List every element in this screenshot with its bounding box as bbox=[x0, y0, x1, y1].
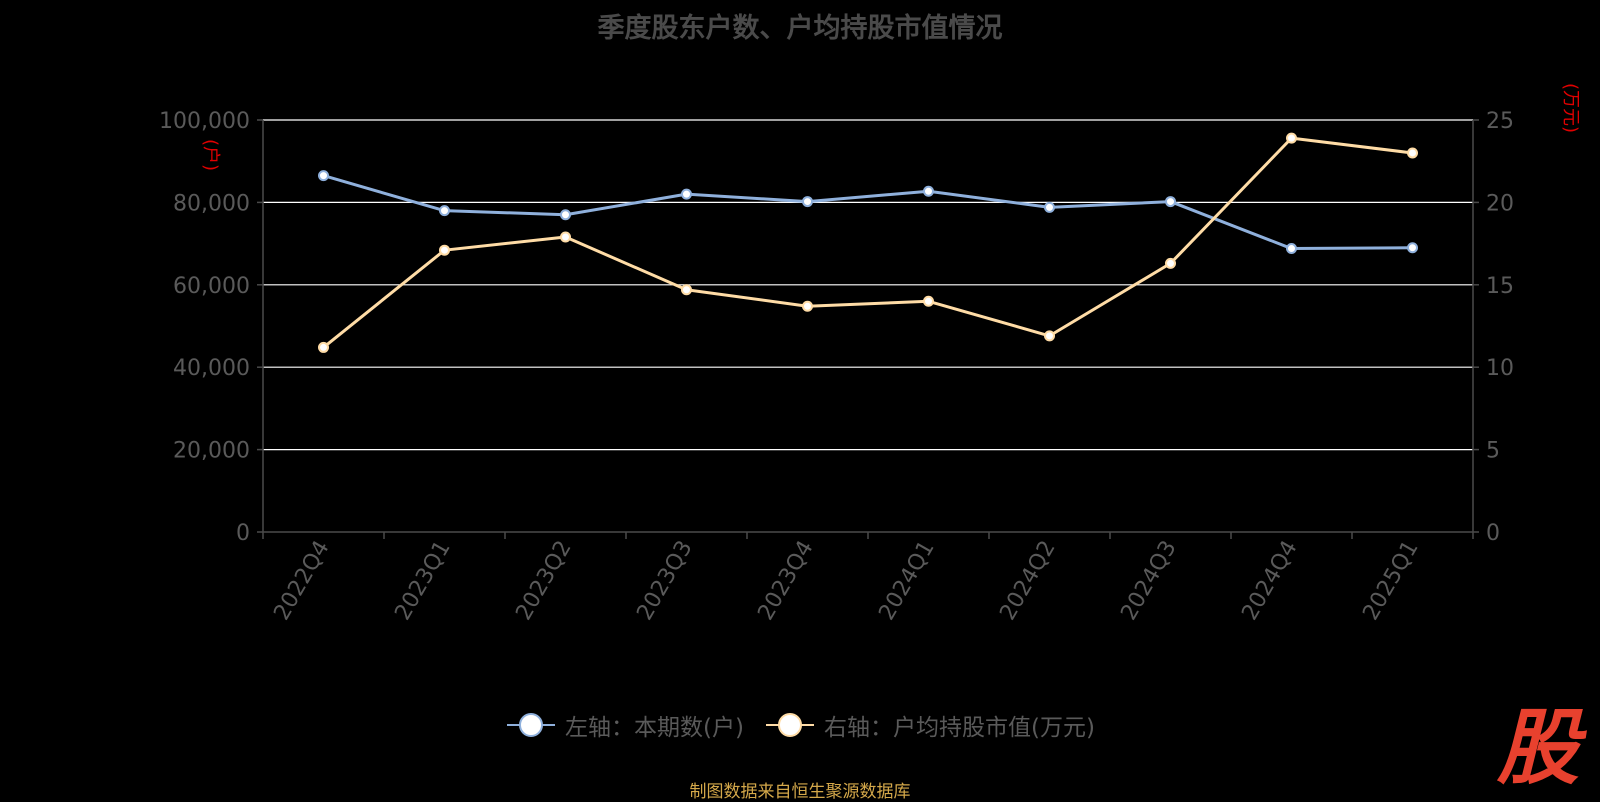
data-point-shareholders bbox=[802, 196, 813, 208]
data-point-avg-value bbox=[439, 244, 450, 256]
x-tick-label: 2023Q1 bbox=[390, 537, 455, 625]
svg-text:股: 股 bbox=[1496, 702, 1587, 792]
legend-label-right-series: 右轴：户均持股市值(万元) bbox=[824, 715, 1095, 741]
data-point-avg-value bbox=[681, 284, 692, 296]
x-tick-label: 2022Q4 bbox=[269, 537, 334, 625]
data-point-shareholders bbox=[560, 209, 571, 221]
x-tick-label: 2024Q1 bbox=[874, 537, 939, 625]
legend-marker-left-icon bbox=[507, 713, 556, 737]
legend-label-left-series: 左轴：本期数(户) bbox=[565, 715, 744, 741]
y-tick-label-right: 10 bbox=[1486, 356, 1514, 381]
data-point-shareholders bbox=[439, 205, 450, 217]
chart-legend: 左轴：本期数(户) 右轴：户均持股市值(万元) bbox=[0, 708, 1600, 742]
x-tick-label: 2025Q1 bbox=[1358, 537, 1423, 625]
chart-title: 季度股东户数、户均持股市值情况 bbox=[597, 13, 1003, 44]
y-tick-label-left: 80,000 bbox=[173, 191, 250, 216]
y-tick-label-left: 60,000 bbox=[173, 274, 250, 299]
line-chart: 0 20,000 40,000 60,000 80,000 100,000 0 5 10 15 20… bbox=[159, 83, 1581, 625]
legend-item-left-series[interactable]: 左轴：本期数(户) bbox=[505, 708, 744, 742]
data-point-shareholders bbox=[1165, 196, 1176, 208]
data-point-avg-value bbox=[923, 295, 934, 307]
series-line-avg-value bbox=[322, 136, 1413, 349]
data-point-avg-value bbox=[1044, 330, 1055, 342]
data-point-avg-value bbox=[1286, 132, 1297, 144]
y-tick-label-right: 25 bbox=[1486, 109, 1514, 134]
y-tick-label-right: 20 bbox=[1486, 191, 1514, 216]
data-point-shareholders bbox=[1286, 243, 1297, 255]
y-tick-label-right: 5 bbox=[1486, 439, 1500, 464]
y-tick-label-left: 20,000 bbox=[173, 439, 250, 464]
y-axis-right-unit: (万元) bbox=[1560, 83, 1581, 133]
data-point-shareholders bbox=[1044, 201, 1055, 213]
x-tick-label: 2024Q2 bbox=[995, 537, 1060, 625]
source-note: 制图数据来自恒生聚源数据库 bbox=[689, 782, 911, 802]
series-line-shareholders bbox=[323, 174, 1413, 251]
data-point-avg-value bbox=[560, 231, 571, 243]
x-tick-label: 2023Q2 bbox=[511, 537, 576, 625]
data-point-avg-value bbox=[1165, 257, 1176, 269]
logo-icon: 股 bbox=[1496, 702, 1587, 792]
legend-marker-right-icon bbox=[766, 713, 814, 737]
y-tick-label-left: 40,000 bbox=[173, 356, 250, 381]
y-tick-label-left: 0 bbox=[236, 521, 250, 546]
y-axis-left-unit: (户) bbox=[200, 139, 221, 171]
y-tick-label-left: 100,000 bbox=[159, 109, 250, 134]
data-point-avg-value bbox=[318, 341, 329, 353]
x-tick-label: 2024Q3 bbox=[1116, 537, 1181, 625]
data-point-shareholders bbox=[681, 188, 692, 200]
x-tick-label: 2024Q4 bbox=[1237, 537, 1302, 625]
data-point-shareholders bbox=[923, 185, 934, 197]
data-point-shareholders bbox=[1407, 242, 1418, 254]
data-point-shareholders bbox=[318, 170, 329, 182]
x-tick-label: 2023Q3 bbox=[632, 537, 697, 625]
y-tick-label-right: 15 bbox=[1486, 274, 1514, 299]
legend-item-right-series[interactable]: 右轴：户均持股市值(万元) bbox=[764, 708, 1095, 742]
x-tick-label: 2023Q4 bbox=[753, 537, 818, 625]
y-tick-label-right: 0 bbox=[1486, 521, 1500, 546]
data-point-avg-value bbox=[802, 300, 813, 312]
data-point-avg-value bbox=[1407, 147, 1418, 159]
